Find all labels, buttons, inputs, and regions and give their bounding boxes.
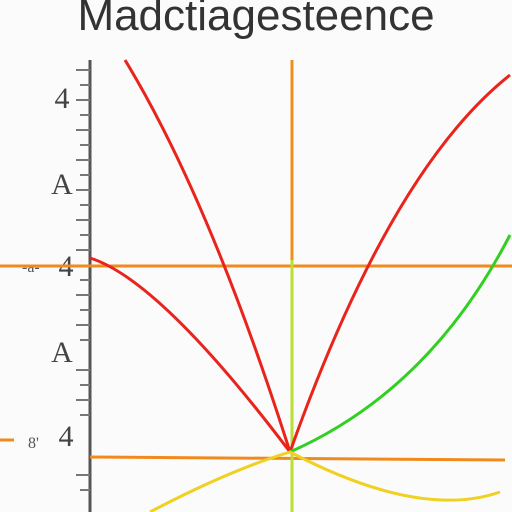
axis-label: 4 — [59, 420, 74, 453]
guide-line — [89, 455, 506, 462]
curve — [288, 73, 511, 453]
side-label: 8' — [28, 435, 39, 452]
curve — [149, 450, 501, 512]
title: Madctiagesteence — [77, 0, 434, 40]
curve — [89, 256, 292, 453]
curve — [123, 59, 292, 453]
curve — [289, 234, 512, 454]
axis-label: A — [51, 168, 73, 201]
axis-label: 4 — [55, 82, 70, 115]
axis-label: A — [51, 336, 73, 369]
axis-ticks — [76, 69, 90, 491]
